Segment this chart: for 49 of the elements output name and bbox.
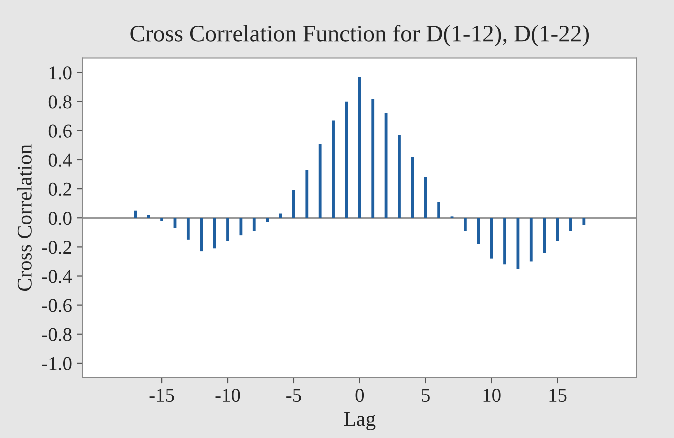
- bar: [306, 170, 309, 218]
- bar: [213, 218, 216, 249]
- bar: [200, 218, 204, 252]
- x-tick-label: -15: [150, 389, 174, 402]
- y-tick-label: 0.4: [48, 154, 72, 168]
- y-tick-label: -0.2: [42, 241, 72, 254]
- bar: [477, 218, 480, 244]
- x-tick-label: -10: [216, 388, 240, 402]
- bar: [358, 77, 362, 218]
- bar: [438, 202, 441, 218]
- x-tick-label: 5: [422, 389, 430, 402]
- x-tick-label: 15: [550, 389, 567, 402]
- bar: [543, 218, 546, 254]
- bar: [411, 157, 414, 218]
- bar: [398, 135, 401, 218]
- bar: [292, 190, 296, 218]
- bar: [530, 218, 533, 262]
- bar: [134, 210, 138, 218]
- bar: [147, 215, 150, 218]
- x-tick-label: -5: [286, 389, 302, 402]
- bar: [424, 177, 428, 218]
- bar: [318, 144, 322, 218]
- bar: [226, 218, 230, 242]
- bar: [240, 218, 243, 236]
- y-axis-title: Cross Correlation: [17, 144, 32, 292]
- bar: [582, 218, 586, 226]
- bar: [570, 218, 572, 232]
- y-tick-label: 0.8: [48, 96, 72, 109]
- bar: [252, 218, 256, 232]
- chart-title: Cross Correlation Function for D(1-12), D(1-22): [130, 24, 590, 47]
- bar: [266, 218, 270, 222]
- bar: [464, 218, 467, 232]
- y-tick-label: -0.4: [42, 270, 72, 284]
- bar: [372, 98, 375, 218]
- y-tick-label: 1.0: [50, 66, 72, 80]
- y-tick-label: 0.0: [48, 212, 72, 226]
- x-axis-title: Lag: [344, 412, 376, 430]
- y-tick-label: 0.6: [48, 124, 72, 138]
- y-tick-label: -0.6: [42, 299, 72, 312]
- bar: [504, 218, 506, 265]
- bar: [490, 218, 494, 259]
- y-tick-label: -1.0: [42, 357, 72, 370]
- y-tick-label: 0.2: [48, 182, 72, 196]
- y-tick-label: -0.8: [42, 328, 72, 342]
- bar: [160, 218, 164, 222]
- x-tick-label: 0: [356, 388, 364, 402]
- x-tick-label: 10: [484, 388, 501, 402]
- bar: [186, 218, 190, 240]
- bar: [332, 120, 335, 218]
